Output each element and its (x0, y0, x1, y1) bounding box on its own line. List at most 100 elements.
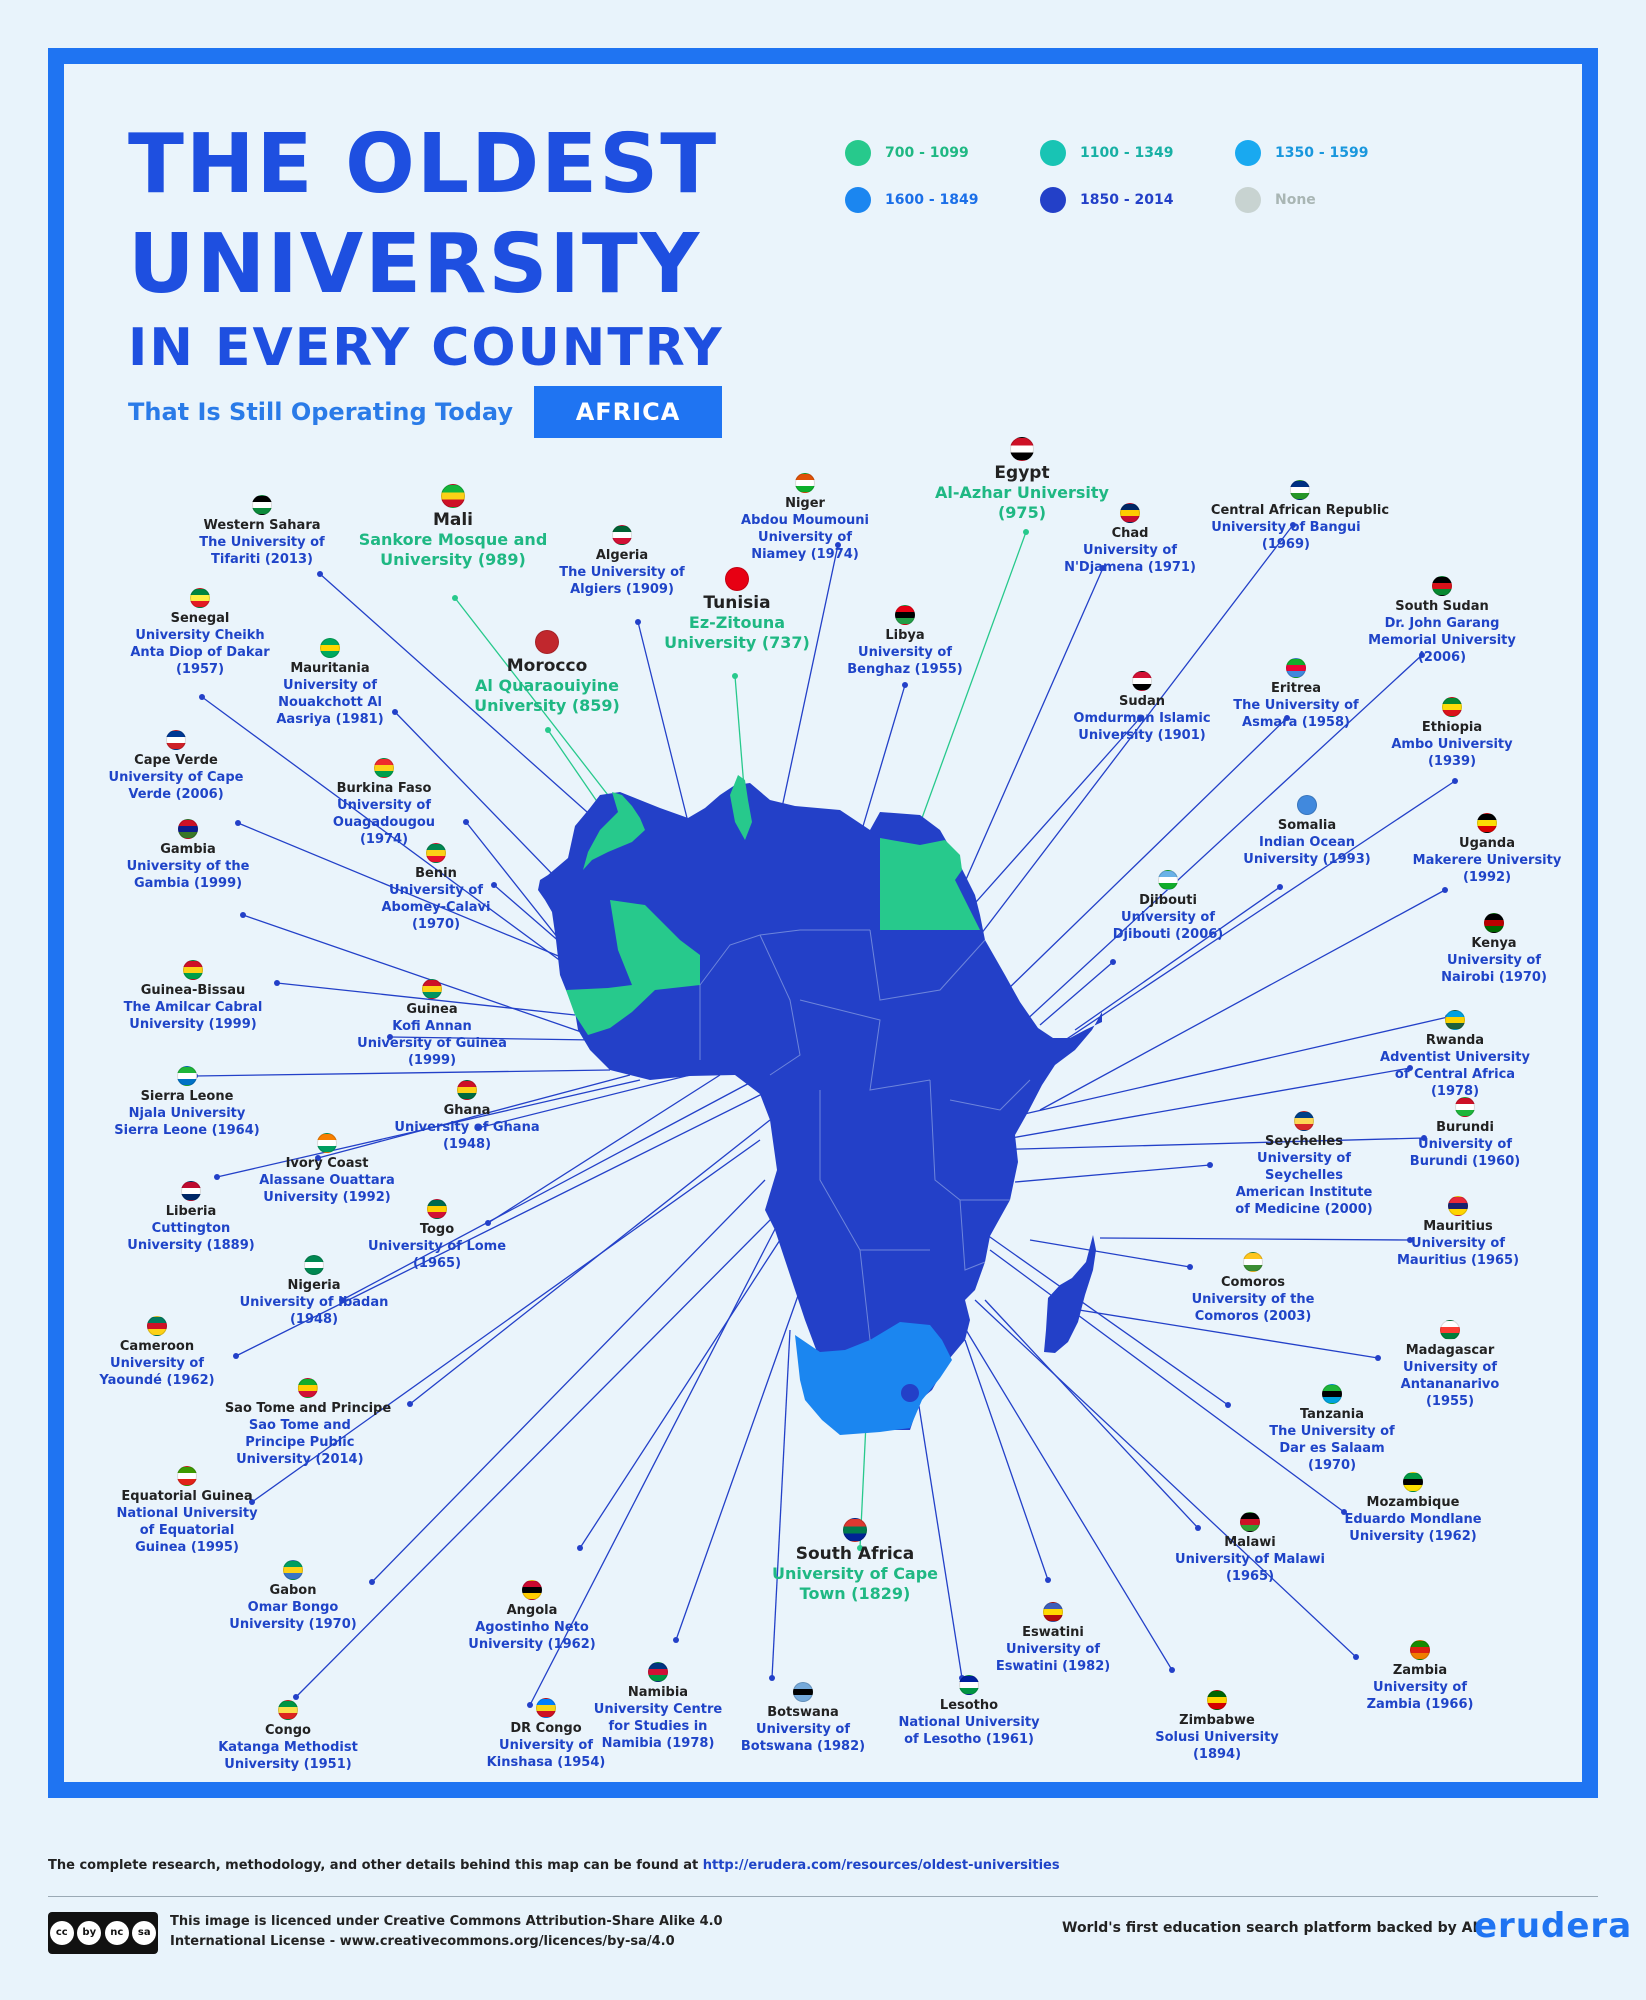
country-name: Niger (785, 496, 825, 511)
madagascar (1044, 1235, 1096, 1353)
country-label: Ivory Coast Alassane Ouattara University … (252, 1133, 402, 1206)
uganda-flag-icon (1477, 813, 1497, 833)
university-name: University of Zambia (1966) (1366, 1680, 1474, 1712)
university-name: Sao Tome and Principe Public University … (236, 1418, 364, 1467)
university-name: University of the Comoros (2003) (1191, 1292, 1315, 1324)
footer-link[interactable]: http://erudera.com/resources/oldest-univ… (702, 1858, 1060, 1873)
country-name: Malawi (1224, 1535, 1276, 1550)
university-name: Adventist University of Central Africa (… (1380, 1050, 1530, 1099)
leader-dot (1375, 1355, 1381, 1361)
country-label: Lesotho National University of Lesotho (1… (894, 1675, 1044, 1748)
erudera-logo[interactable]: erudera (1474, 1906, 1633, 1946)
country-label: Mauritania University of Nouakchott Al Aa… (255, 638, 405, 728)
leader-lines (192, 522, 1458, 1708)
country-label: Namibia University Centre for Studies in … (583, 1662, 733, 1752)
country-label: Zambia University of Zambia (1966) (1345, 1640, 1495, 1713)
ghana-flag-icon (457, 1080, 477, 1100)
country-label: Libya University of Benghaz (1955) (830, 605, 980, 678)
country-label: Ethiopia Ambo University (1939) (1377, 697, 1527, 770)
south-africa-shape (795, 1322, 952, 1435)
leader-line (984, 1137, 1425, 1151)
university-name: University of Djibouti (2006) (1112, 910, 1224, 942)
leader-line (579, 1239, 781, 1549)
togo-flag-icon (427, 1199, 447, 1219)
university-name: The Amilcar Cabral University (1999) (123, 1000, 263, 1032)
leader-line (675, 1289, 801, 1641)
country-name: Burkina Faso (336, 781, 432, 796)
country-name: Tanzania (1299, 1407, 1365, 1422)
country-label: Togo University of Lome (1965) (362, 1199, 512, 1272)
leader-line (1009, 654, 1423, 1036)
region-badge: AFRICA (534, 386, 722, 438)
leader-line (477, 1074, 691, 1129)
tunisia-shape (730, 775, 752, 840)
country-label: Gambia University of the Gambia (1999) (113, 819, 263, 892)
creative-commons-badge: cc by nc sa (48, 1912, 158, 1954)
university-name: Al-Azhar University (975) (935, 483, 1109, 522)
country-label: Djibouti University of Djibouti (2006) (1093, 870, 1243, 943)
leader-line (341, 1079, 756, 1301)
legend-swatch (1235, 140, 1261, 166)
university-name: University of Ibadan (1948) (239, 1295, 389, 1327)
legend-swatch (1040, 187, 1066, 213)
legend-label: 1600 - 1849 (885, 192, 979, 208)
country-label: Guinea-Bissau The Amilcar Cabral Universi… (118, 960, 268, 1033)
tanzania-flag-icon (1322, 1384, 1342, 1404)
country-name: Kenya (1471, 936, 1517, 951)
country-label: Niger Abdou Moumouni University of Niamey… (730, 473, 880, 563)
leader-dot (1195, 1525, 1201, 1531)
leader-line (964, 524, 1294, 956)
legend-label: 1100 - 1349 (1080, 145, 1174, 161)
university-name: Ambo University (1939) (1391, 737, 1513, 769)
liberia-flag-icon (181, 1181, 201, 1201)
country-name: Ghana (443, 1103, 491, 1118)
country-label: Eswatini University of Eswatini (1982) (978, 1602, 1128, 1675)
leader-dot (1421, 1135, 1427, 1141)
eswatini-flag-icon (1043, 1602, 1063, 1622)
leader-line (1099, 1237, 1411, 1241)
leader-dot (274, 980, 280, 986)
benin-flag-icon (426, 843, 446, 863)
morocco-flag-icon (535, 630, 559, 654)
leader-dot (240, 912, 246, 918)
country-label: Tunisia Ez-Zitouna University (737) (642, 567, 832, 653)
country-name: Morocco (506, 656, 588, 676)
guinea-bissau-flag-icon (183, 960, 203, 980)
university-name: University of Ouagadougou (1974) (332, 798, 436, 847)
zambia-flag-icon (1410, 1640, 1430, 1660)
cape-verde-flag-icon (166, 730, 186, 750)
country-label: South Sudan Dr. John Garang Memorial Univ… (1367, 576, 1517, 666)
country-name: Seychelles (1265, 1134, 1343, 1149)
country-label: Malawi University of Malawi (1965) (1175, 1512, 1325, 1585)
university-name: University of the Gambia (1999) (126, 859, 250, 891)
egypt-shape (880, 838, 980, 930)
country-name: Sao Tome and Principe (224, 1401, 392, 1416)
burkina-faso-flag-icon (374, 758, 394, 778)
leader-dot (673, 1637, 679, 1643)
leader-dot (732, 673, 738, 679)
university-name: University of Cape Verde (2006) (108, 770, 244, 802)
leader-line (974, 1299, 1357, 1658)
sao-tome-flag-icon (297, 1378, 318, 1398)
legend-swatch (1040, 140, 1066, 166)
congo-flag-icon (278, 1700, 298, 1720)
country-label: Angola Agostinho Neto University (1962) (457, 1580, 607, 1653)
university-name: Solusi University (1894) (1155, 1730, 1279, 1762)
country-name: Benin (415, 866, 457, 881)
country-label: Burundi University of Burundi (1960) (1390, 1097, 1540, 1170)
country-label: Equatorial Guinea National University of … (112, 1466, 262, 1556)
country-label: Gabon Omar Bongo University (1970) (218, 1560, 368, 1633)
leader-dot (1023, 529, 1029, 535)
lesotho-shape (901, 1384, 919, 1402)
equatorial-guinea-flag-icon (177, 1466, 197, 1486)
leader-line (276, 982, 576, 1016)
leader-dot (1187, 1264, 1193, 1270)
country-label: Zimbabwe Solusi University (1894) (1142, 1690, 1292, 1763)
title-line-1: THE OLDEST (128, 117, 719, 212)
country-label: Mali Sankore Mosque and University (989) (358, 484, 548, 570)
country-label: Congo Katanga Methodist University (1951) (213, 1700, 363, 1773)
leader-line (1074, 886, 1281, 1031)
nc-icon: nc (104, 1921, 129, 1945)
university-name: Njala University Sierra Leone (1964) (114, 1106, 260, 1138)
sa-icon: sa (132, 1921, 157, 1945)
